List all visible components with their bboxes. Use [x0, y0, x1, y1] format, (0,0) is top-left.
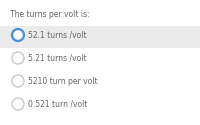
Text: The turns per volt is:: The turns per volt is:: [10, 10, 90, 19]
Text: 5.21 turns /volt: 5.21 turns /volt: [28, 54, 87, 62]
Text: 5210 turn per volt: 5210 turn per volt: [28, 76, 98, 86]
Circle shape: [14, 31, 22, 39]
Bar: [0, 26, 200, 48]
Text: 0.521 turn /volt: 0.521 turn /volt: [28, 100, 88, 108]
Text: 52.1 turns /volt: 52.1 turns /volt: [28, 30, 87, 40]
